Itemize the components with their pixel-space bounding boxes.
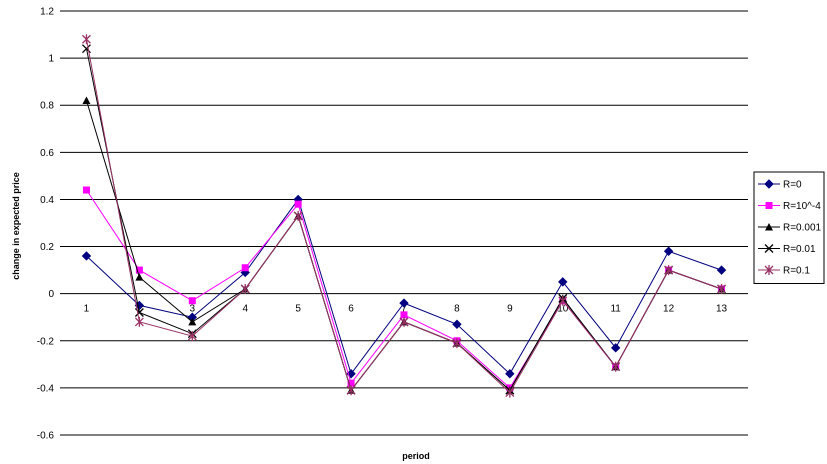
data-point xyxy=(241,264,249,272)
data-point xyxy=(82,186,90,194)
data-point xyxy=(505,369,515,379)
data-point xyxy=(400,311,408,319)
data-point xyxy=(134,316,144,327)
x-tick-label: 11 xyxy=(610,304,621,315)
data-point xyxy=(135,266,143,274)
series-lines xyxy=(81,34,727,398)
data-point xyxy=(293,210,303,221)
data-point xyxy=(399,316,409,327)
legend: R=0 R=10^-4 R=0.001 R=0.01 R=0.1 xyxy=(753,171,825,284)
y-tick-label: 0.2 xyxy=(40,242,54,253)
y-tick-label: -0.6 xyxy=(37,431,55,442)
y-tick-label: -0.4 xyxy=(37,383,55,394)
y-tick-label: 1 xyxy=(48,54,54,65)
data-point xyxy=(81,251,92,261)
x-tick-labels: 12345678910111213 xyxy=(84,304,728,315)
series-line xyxy=(86,48,722,392)
data-point xyxy=(452,319,462,329)
data-point xyxy=(82,96,91,105)
data-point xyxy=(188,297,196,305)
data-point xyxy=(346,385,356,396)
data-point xyxy=(717,283,726,294)
data-point xyxy=(347,379,355,387)
y-tick-label: -0.2 xyxy=(37,336,55,347)
data-point xyxy=(664,265,674,276)
legend-marker xyxy=(764,244,774,253)
data-point xyxy=(399,298,409,308)
y-tick-labels: -0.6 -0.4 -0.2 0 0.2 0.4 0.6 0.8 1 1.2 xyxy=(37,7,55,442)
data-point xyxy=(716,265,727,275)
series-group xyxy=(82,34,726,398)
data-point xyxy=(611,361,621,372)
legend-label: R=10^-4 xyxy=(783,201,821,212)
x-axis-title: period xyxy=(402,451,430,461)
y-tick-label: 0 xyxy=(48,289,54,300)
data-point xyxy=(452,338,462,349)
x-tick-label: 12 xyxy=(663,304,675,315)
legend-marker xyxy=(765,202,773,209)
y-tick-label: 0.6 xyxy=(40,148,54,159)
x-tick-label: 3 xyxy=(190,304,196,315)
data-point xyxy=(610,343,621,353)
x-tick-label: 5 xyxy=(295,304,301,315)
y-tick-label: 1.2 xyxy=(40,7,54,18)
x-tick-label: 1 xyxy=(84,304,90,315)
x-tick-label: 13 xyxy=(716,304,728,315)
data-point xyxy=(82,34,91,45)
x-tick-label: 9 xyxy=(507,304,513,315)
data-point xyxy=(663,246,674,256)
data-point xyxy=(187,331,197,342)
y-axis-title: change in expected price xyxy=(11,172,21,280)
legend-label: R=0.001 xyxy=(783,223,822,234)
legend-label: R=0 xyxy=(783,180,802,191)
series-group xyxy=(81,194,727,379)
legend-box xyxy=(753,171,825,284)
data-point xyxy=(240,283,250,294)
gridlines xyxy=(60,10,748,436)
legend-marker xyxy=(764,265,774,275)
x-tick-label: 8 xyxy=(454,304,460,315)
data-point xyxy=(558,295,568,306)
legend-marker xyxy=(765,223,773,231)
data-point xyxy=(294,200,302,208)
data-point xyxy=(505,387,515,398)
series-line xyxy=(86,189,722,389)
data-point xyxy=(188,317,197,326)
data-point xyxy=(558,277,568,287)
y-tick-label: 0.8 xyxy=(40,101,54,112)
x-tick-label: 10 xyxy=(557,304,569,315)
x-tick-label: 7 xyxy=(401,304,407,315)
data-point xyxy=(135,273,144,281)
x-tick-label: 6 xyxy=(348,304,354,315)
series-group xyxy=(82,96,726,394)
legend-label: R=0.01 xyxy=(783,244,816,255)
series-group xyxy=(82,186,726,392)
legend-label: R=0.1 xyxy=(783,266,810,277)
y-tick-label: 0.4 xyxy=(40,195,54,206)
legend-marker xyxy=(764,179,774,189)
series-line xyxy=(86,39,722,394)
x-tick-label: 4 xyxy=(242,304,248,315)
